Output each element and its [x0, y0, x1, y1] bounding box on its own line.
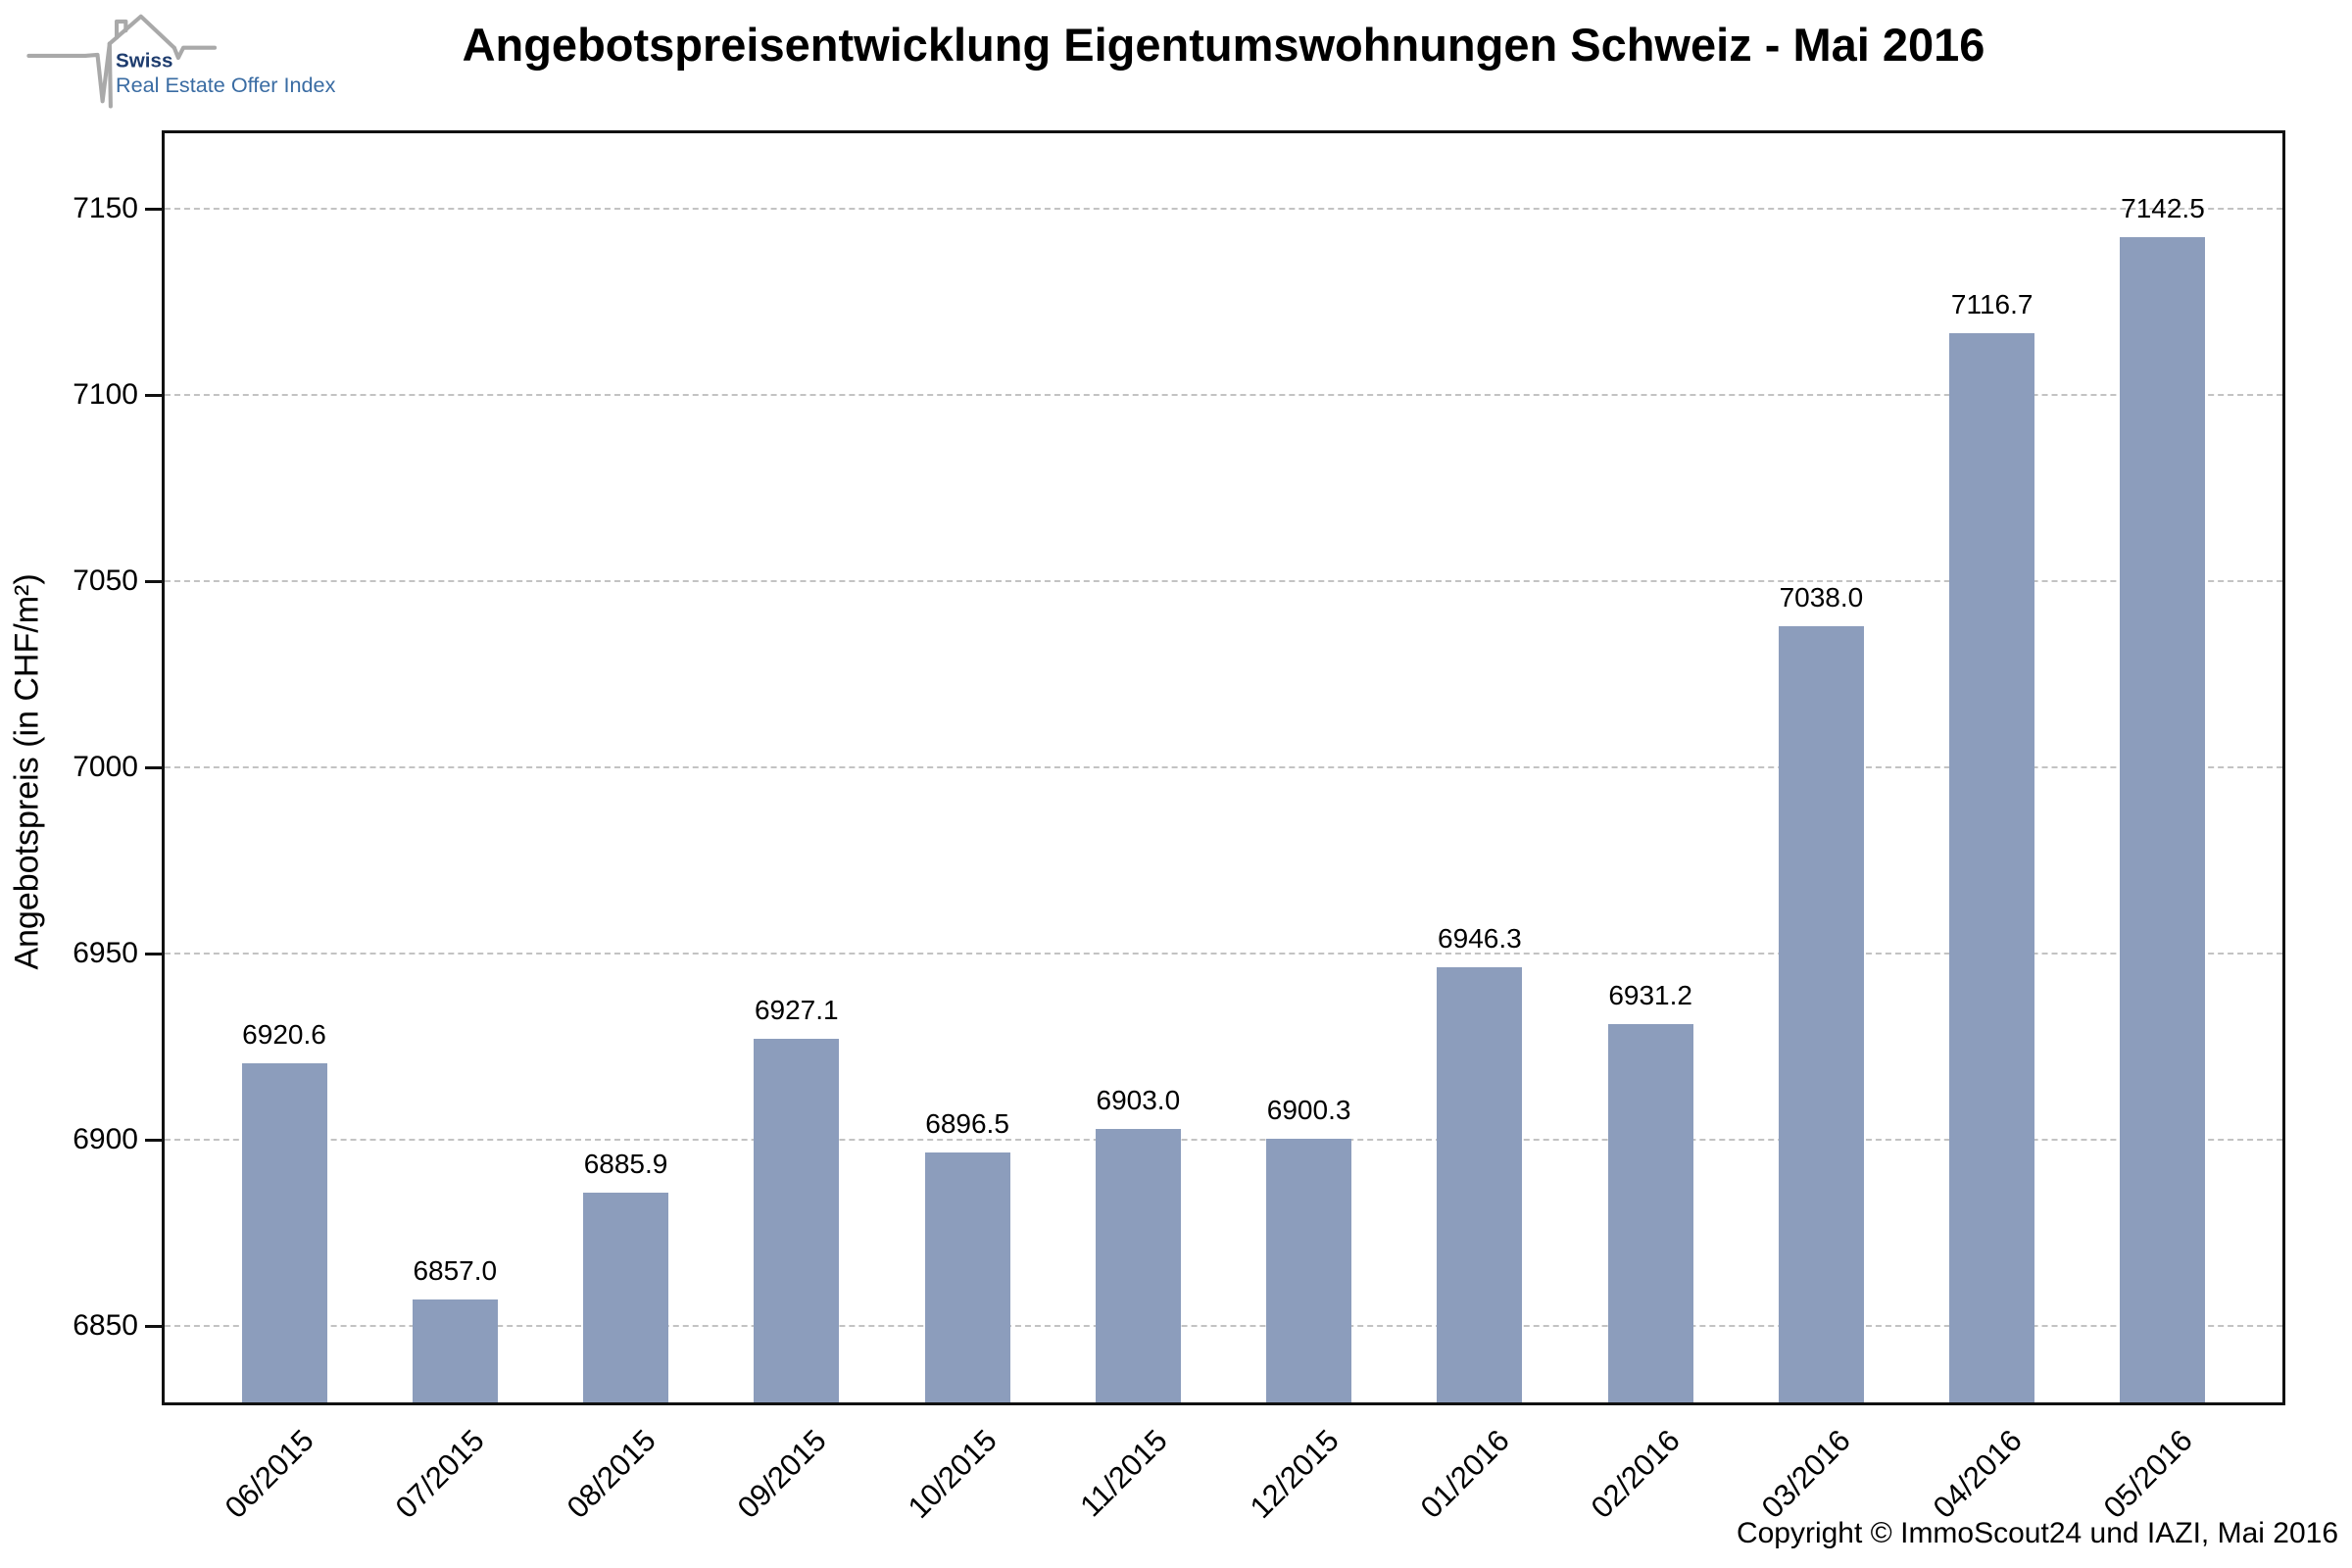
bar-08/2015 — [583, 1192, 669, 1402]
chart-title: Angebotspreisentwicklung Eigentumswohnun… — [462, 19, 1985, 71]
bar-value-label: 6903.0 — [1096, 1084, 1181, 1115]
bar-value-label: 6946.3 — [1438, 923, 1522, 955]
y-tick-mark — [145, 207, 162, 211]
bar-value-label: 6900.3 — [1266, 1094, 1351, 1125]
swiss-real-estate-offer-index-logo: Swiss Real Estate Offer Index — [15, 0, 348, 116]
bar-value-label: 6920.6 — [242, 1018, 326, 1050]
gridline — [165, 1139, 2282, 1142]
y-tick-label: 6900 — [73, 1123, 138, 1156]
bar-05/2016 — [2120, 236, 2206, 1402]
y-tick-label: 7150 — [73, 192, 138, 225]
x-tick-label: 10/2015 — [901, 1423, 1004, 1525]
bar-value-label: 7142.5 — [2121, 192, 2205, 223]
bar-value-label: 6931.2 — [1608, 979, 1692, 1010]
gridline — [165, 580, 2282, 583]
x-tick-label: 09/2015 — [730, 1423, 833, 1525]
gridline — [165, 1325, 2282, 1328]
y-tick-mark — [145, 393, 162, 397]
logo-subtitle-text: Real Estate Offer Index — [116, 73, 336, 97]
gridline — [165, 394, 2282, 397]
copyright-text: Copyright © ImmoScout24 und IAZI, Mai 20… — [1736, 1517, 2338, 1549]
logo-brand-text: Swiss — [116, 49, 172, 72]
x-tick-label: 12/2015 — [1243, 1423, 1346, 1525]
y-tick-label: 7050 — [73, 564, 138, 598]
gridline — [165, 766, 2282, 769]
bar-12/2015 — [1266, 1138, 1352, 1402]
x-tick-label: 01/2016 — [1413, 1423, 1516, 1525]
y-tick-mark — [145, 952, 162, 956]
x-tick-label: 02/2016 — [1584, 1423, 1687, 1525]
bar-value-label: 6927.1 — [754, 995, 839, 1026]
x-tick-label: 11/2015 — [1073, 1423, 1175, 1524]
y-tick-label: 6950 — [73, 937, 138, 970]
plot-area — [162, 130, 2285, 1405]
x-tick-label: 06/2015 — [218, 1423, 320, 1525]
bar-07/2015 — [412, 1299, 498, 1402]
bar-value-label: 6896.5 — [925, 1108, 1009, 1140]
x-tick-label: 08/2015 — [560, 1423, 662, 1525]
y-tick-label: 7100 — [73, 378, 138, 412]
house-price-line-icon: Swiss Real Estate Offer Index — [26, 14, 336, 109]
gridline — [165, 953, 2282, 956]
bar-06/2015 — [241, 1062, 327, 1402]
bar-09/2015 — [754, 1039, 840, 1402]
bar-value-label: 6857.0 — [413, 1255, 498, 1287]
bar-02/2016 — [1607, 1023, 1693, 1402]
bar-value-label: 7116.7 — [1950, 288, 2034, 319]
bar-11/2015 — [1095, 1128, 1181, 1402]
y-tick-label: 6850 — [73, 1309, 138, 1343]
y-tick-mark — [145, 579, 162, 583]
bar-01/2016 — [1437, 967, 1523, 1402]
bar-value-label: 6885.9 — [583, 1148, 668, 1179]
x-tick-label: 07/2015 — [389, 1423, 492, 1525]
bar-10/2015 — [924, 1152, 1010, 1402]
y-tick-mark — [145, 1138, 162, 1142]
bar-03/2016 — [1778, 625, 1864, 1402]
bar-value-label: 7038.0 — [1779, 581, 1864, 612]
gridline — [165, 208, 2282, 211]
y-tick-mark — [145, 1324, 162, 1328]
y-tick-label: 7000 — [73, 751, 138, 784]
y-tick-mark — [145, 765, 162, 769]
bar-04/2016 — [1949, 332, 2035, 1402]
